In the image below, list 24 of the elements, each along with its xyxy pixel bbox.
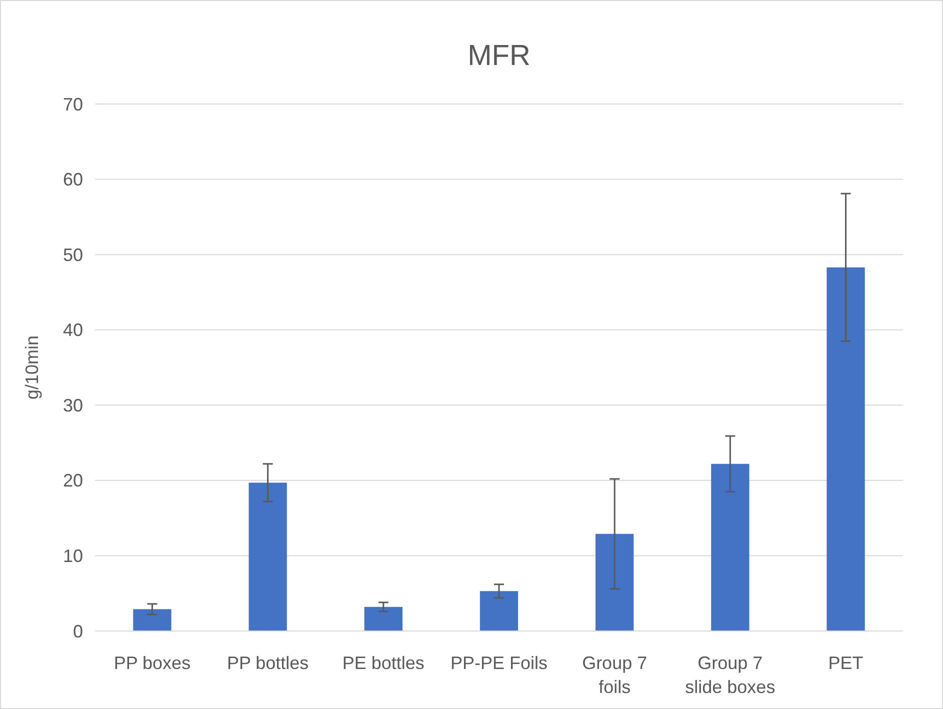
y-tick-label: 20 [62, 470, 83, 491]
x-tick-label: Group 7 foils [582, 653, 648, 697]
x-tick-label: PP bottles [226, 653, 309, 673]
y-tick-label: 10 [62, 546, 83, 566]
bar [364, 606, 402, 631]
y-tick-label: 30 [62, 395, 83, 416]
bar [480, 591, 518, 631]
bar [826, 267, 865, 631]
x-tick-label: Group 7 slide boxes [685, 653, 776, 697]
bar [596, 534, 634, 631]
chart-title: MFR [468, 40, 530, 72]
x-tick-label: PE bottles [342, 653, 424, 673]
y-tick-label: 70 [62, 94, 83, 114]
x-tick-label: PET [828, 653, 864, 673]
y-tick-label: 50 [62, 244, 83, 265]
x-tick-label: PP-PE Foils [450, 653, 548, 673]
y-tick-label: 60 [62, 170, 83, 190]
y-tick-label: 0 [72, 621, 83, 642]
bar [711, 464, 750, 631]
y-tick-label: 40 [62, 320, 83, 340]
bar [133, 609, 172, 631]
bar [248, 482, 287, 631]
x-tick-label: PP boxes [114, 653, 191, 673]
y-axis-title: g/10min [22, 335, 42, 400]
